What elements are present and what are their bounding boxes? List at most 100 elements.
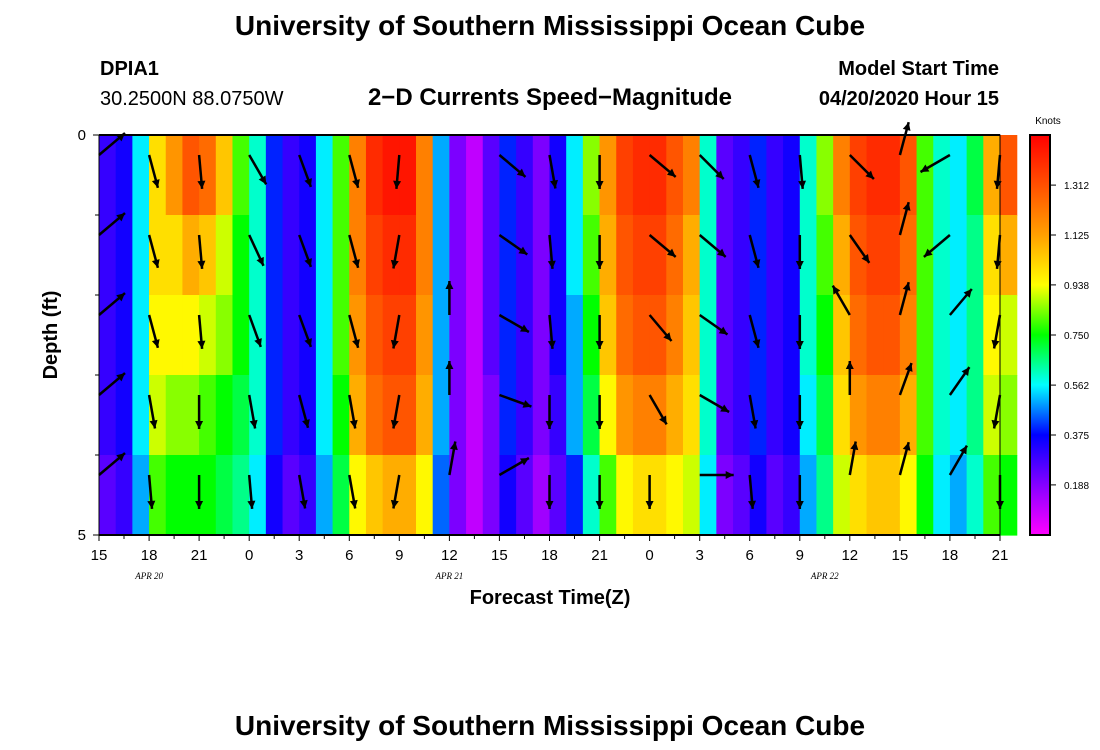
x-tick-label: 9 xyxy=(796,547,804,564)
arrow-head xyxy=(352,339,360,348)
heatmap-cell xyxy=(249,375,267,456)
x-tick-label: 0 xyxy=(645,547,653,564)
heatmap-cell xyxy=(115,455,133,536)
heatmap-cell xyxy=(482,455,501,536)
heatmap-cell xyxy=(215,455,234,536)
arrow-head xyxy=(518,246,528,255)
heatmap-cell xyxy=(733,135,751,216)
current-arrow xyxy=(831,284,851,316)
heatmap-cell xyxy=(165,295,184,376)
heatmap-cell xyxy=(549,135,567,216)
arrow-head xyxy=(832,285,841,295)
heatmap-cell xyxy=(699,135,717,216)
arrow-head xyxy=(750,419,759,429)
heatmap-cell xyxy=(666,375,684,456)
heatmap-cell xyxy=(866,295,884,376)
arrow-head xyxy=(547,260,556,269)
heatmap-cell xyxy=(716,135,734,216)
heatmap-cell xyxy=(949,135,968,216)
heatmap-cell xyxy=(616,295,634,376)
arrow-head xyxy=(752,259,761,268)
heatmap-cell xyxy=(916,455,934,536)
current-arrow xyxy=(498,233,529,256)
arrow-head xyxy=(149,419,158,429)
arrow-head xyxy=(795,341,804,349)
arrow-head xyxy=(116,373,125,382)
x-tick-label: 15 xyxy=(91,547,108,564)
heatmap-cell xyxy=(833,135,851,216)
arrow-head xyxy=(961,367,970,376)
arrow-head xyxy=(902,282,911,291)
heatmap-cell xyxy=(949,375,968,456)
arrow-head xyxy=(795,421,804,429)
x-tick-label: 9 xyxy=(395,547,403,564)
x-tick-label: 21 xyxy=(992,547,1009,564)
heatmap-cell xyxy=(432,295,450,376)
current-arrow xyxy=(948,288,973,316)
heatmap-cell xyxy=(282,375,300,456)
current-arrow xyxy=(147,314,160,349)
heatmap-cell xyxy=(399,135,417,216)
arrow-head xyxy=(197,180,206,189)
heatmap-cell xyxy=(416,215,434,296)
heatmap-cell xyxy=(1000,375,1018,456)
current-arrow xyxy=(848,441,859,476)
heatmap-cell xyxy=(549,375,567,456)
heatmap-cell xyxy=(833,375,851,456)
heatmap-cell xyxy=(783,135,801,216)
station-coordinates: 30.2500N 88.0750W xyxy=(100,88,284,110)
arrow-head xyxy=(902,122,911,131)
current-arrow xyxy=(197,234,206,270)
heatmap-cell xyxy=(933,215,951,296)
current-arrow xyxy=(923,234,951,258)
colorbar-tick-label: 0.750 xyxy=(1064,331,1089,342)
heatmap-cell xyxy=(215,295,234,376)
heatmap-cell xyxy=(816,135,834,216)
heatmap-cell xyxy=(599,455,617,536)
current-arrow xyxy=(748,154,761,189)
heatmap-cell xyxy=(215,375,234,456)
arrow-head xyxy=(302,419,310,428)
arrow-head xyxy=(349,419,358,429)
arrow-head xyxy=(197,340,206,349)
heatmap-cell xyxy=(499,135,517,216)
arrow-head xyxy=(667,168,676,177)
heatmap-cell xyxy=(182,295,200,376)
arrow-head xyxy=(520,458,529,466)
heatmap-cell xyxy=(849,375,868,456)
chart-title: University of Southern Mississippi Ocean… xyxy=(235,10,865,41)
arrow-head xyxy=(963,289,972,298)
heatmap-cell xyxy=(382,135,400,216)
current-arrow xyxy=(645,475,654,509)
heatmap-cell xyxy=(766,135,784,216)
heatmap-cell xyxy=(582,135,601,216)
heatmap-cell xyxy=(649,135,667,216)
heatmap-cell xyxy=(966,375,984,456)
date-label: APR 21 xyxy=(435,571,464,581)
heatmap-cell xyxy=(482,375,501,456)
heatmap-cell xyxy=(349,375,367,456)
current-arrow xyxy=(197,154,206,190)
heatmap-cell xyxy=(99,215,117,296)
heatmap-cell xyxy=(449,295,467,376)
arrow-head xyxy=(258,175,267,185)
arrow-head xyxy=(195,501,204,509)
heatmap-cell xyxy=(632,375,651,456)
heatmap-cell xyxy=(199,295,217,376)
heatmap-cell xyxy=(599,295,617,376)
current-arrow xyxy=(393,154,402,190)
heatmap-cell xyxy=(566,455,584,536)
heatmap-cell xyxy=(165,375,184,456)
arrow-head xyxy=(349,499,358,509)
current-arrow xyxy=(298,314,313,348)
heatmap-cell xyxy=(966,455,984,536)
current-arrow xyxy=(98,452,126,476)
current-arrow xyxy=(348,474,358,509)
heatmap-cell xyxy=(966,215,984,296)
current-arrow xyxy=(595,395,604,429)
heatmap-cell xyxy=(532,455,551,536)
heatmap-cell xyxy=(566,295,584,376)
heatmap-cell xyxy=(699,375,717,456)
colorbar-tick-label: 0.375 xyxy=(1064,431,1089,442)
heatmap-cell xyxy=(866,135,884,216)
